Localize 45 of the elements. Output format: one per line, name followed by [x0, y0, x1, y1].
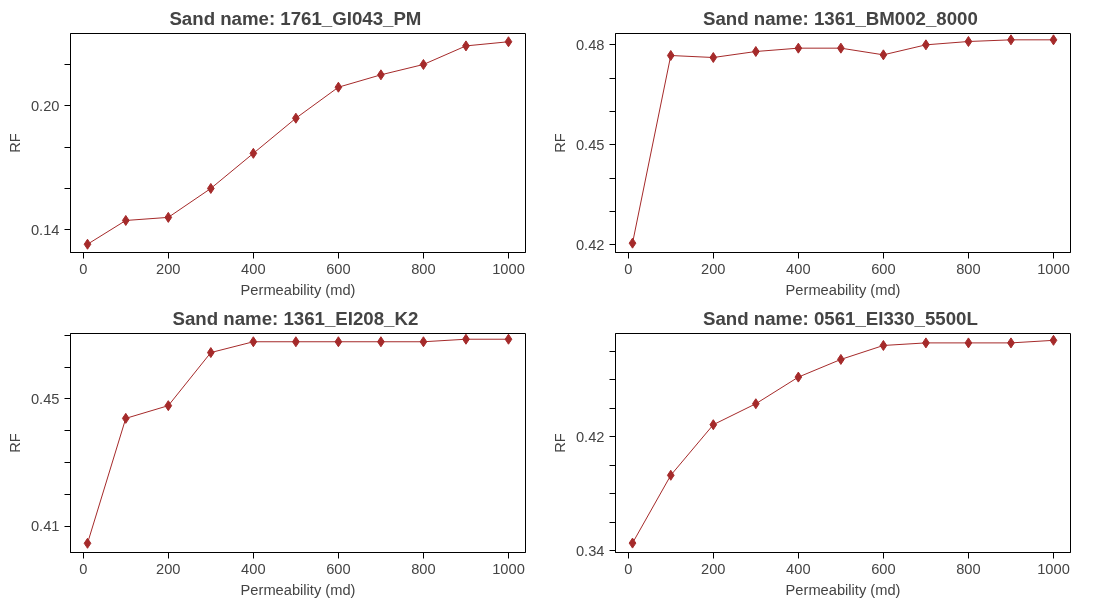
x-tick-label: 1000: [1037, 260, 1070, 277]
y-tick-label: 0.20: [30, 97, 60, 114]
y-tick-label: 0.41: [30, 518, 60, 535]
y-tick-label: 0.42: [575, 236, 605, 253]
y-axis-title: RF: [551, 133, 568, 153]
x-tick-label: 200: [701, 260, 726, 277]
x-tick-label: 800: [956, 260, 981, 277]
x-tick-label: 400: [241, 260, 266, 277]
y-tick-label: 0.14: [30, 221, 60, 238]
x-axis-title: Permeability (md): [240, 281, 356, 298]
x-tick-label: 600: [326, 260, 351, 277]
x-tick-label: 1000: [1037, 560, 1070, 577]
x-tick-label: 400: [786, 560, 811, 577]
y-tick-label: 0.45: [30, 390, 60, 407]
y-axis-title: RF: [6, 433, 23, 453]
x-axis-title: Permeability (md): [785, 281, 901, 298]
x-tick-label: 600: [871, 260, 896, 277]
x-tick-label: 0: [624, 260, 633, 277]
x-tick-label: 1000: [492, 560, 525, 577]
y-tick-label: 0.48: [575, 36, 605, 53]
x-tick-label: 600: [871, 560, 896, 577]
chart-title: Sand name: 1361_EI208_K2: [172, 307, 419, 329]
x-axis-title: Permeability (md): [785, 581, 901, 598]
y-tick-label: 0.34: [575, 542, 605, 559]
chart-title: Sand name: 0561_EI330_5500L: [702, 307, 978, 329]
x-tick-label: 200: [701, 560, 726, 577]
x-tick-label: 0: [79, 260, 88, 277]
chart-title: Sand name: 1761_GI043_PM: [169, 7, 422, 29]
y-axis-title: RF: [6, 133, 23, 153]
x-tick-label: 400: [786, 260, 811, 277]
x-tick-label: 800: [411, 260, 436, 277]
x-tick-label: 600: [326, 560, 351, 577]
x-tick-label: 200: [156, 260, 181, 277]
x-tick-label: 200: [156, 560, 181, 577]
y-tick-label: 0.42: [575, 428, 605, 445]
y-axis-title: RF: [551, 433, 568, 453]
x-tick-label: 1000: [492, 260, 525, 277]
x-tick-label: 400: [241, 560, 266, 577]
x-tick-label: 0: [624, 560, 633, 577]
x-tick-label: 0: [79, 560, 88, 577]
y-tick-label: 0.45: [575, 136, 605, 153]
chart-title: Sand name: 1361_BM002_8000: [703, 7, 978, 29]
x-axis-title: Permeability (md): [240, 581, 356, 598]
x-tick-label: 800: [956, 560, 981, 577]
x-tick-label: 800: [411, 560, 436, 577]
